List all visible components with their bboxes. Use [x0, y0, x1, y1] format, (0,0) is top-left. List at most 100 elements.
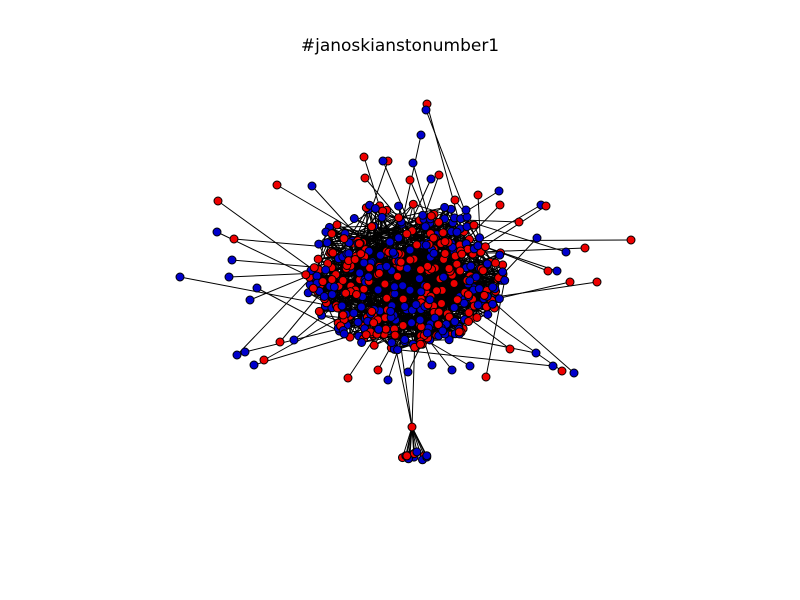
graph-node — [465, 276, 475, 286]
graph-edge — [413, 203, 567, 253]
graph-node — [381, 324, 391, 334]
graph-node — [461, 205, 471, 215]
graph-node — [329, 282, 339, 292]
graph-node — [561, 247, 571, 257]
graph-node — [307, 181, 317, 191]
graph-node — [343, 373, 353, 383]
graph-node — [374, 324, 384, 334]
graph-node — [339, 234, 349, 244]
graph-node — [565, 277, 575, 287]
graph-node — [341, 288, 351, 298]
graph-edge — [263, 313, 347, 361]
graph-node — [452, 227, 462, 237]
graph-node — [449, 303, 459, 312]
graph-node — [360, 173, 370, 183]
graph-node — [275, 337, 285, 347]
graph-node — [339, 329, 349, 339]
graph-node — [338, 276, 348, 285]
graph-node — [414, 274, 424, 284]
graph-edge — [453, 307, 511, 350]
graph-node — [400, 302, 410, 311]
graph-node — [449, 279, 459, 288]
graph-node — [402, 229, 412, 239]
graph-node — [408, 199, 418, 209]
graph-node — [423, 261, 433, 271]
graph-edge — [460, 250, 504, 275]
graph-node — [465, 361, 475, 371]
graph-node — [405, 245, 415, 255]
graph-edge — [391, 134, 422, 271]
graph-node — [425, 295, 435, 305]
graph-node — [374, 268, 384, 278]
graph-node — [421, 105, 431, 115]
graph-node — [427, 360, 437, 370]
graph-node — [382, 293, 392, 303]
graph-node — [289, 335, 299, 345]
graph-node — [327, 229, 337, 239]
graph-node — [541, 201, 551, 211]
graph-node — [488, 282, 498, 292]
graph-node — [388, 247, 398, 257]
graph-edge — [331, 233, 461, 252]
graph-node — [378, 156, 388, 166]
graph-node — [514, 217, 524, 227]
graph-node — [464, 308, 474, 318]
graph-node — [227, 255, 237, 265]
graph-node — [365, 263, 375, 273]
graph-node — [495, 200, 505, 210]
graph-edge — [394, 348, 554, 367]
graph-node — [473, 300, 483, 310]
graph-node — [322, 238, 332, 248]
graph-node — [418, 210, 428, 220]
graph-node — [447, 365, 457, 375]
graph-node — [367, 222, 377, 232]
graph-node — [426, 211, 436, 221]
graph-node — [580, 243, 590, 253]
graph-node — [385, 237, 395, 247]
graph-node — [356, 302, 366, 312]
graph-node — [407, 318, 416, 328]
graph-node — [370, 204, 380, 213]
graph-node — [314, 239, 324, 249]
graph-node — [422, 451, 432, 461]
graph-node — [491, 258, 500, 268]
graph-node — [213, 196, 223, 206]
graph-node — [332, 220, 342, 230]
graph-node — [548, 361, 558, 371]
graph-node — [531, 348, 541, 358]
graph-edge — [382, 160, 429, 267]
graph-node — [175, 272, 185, 282]
graph-node — [483, 310, 493, 319]
graph-node — [380, 279, 390, 289]
graph-node — [532, 233, 542, 243]
graph-edge — [411, 426, 428, 456]
graph-node — [349, 214, 359, 223]
graph-node — [229, 234, 239, 244]
graph-node — [450, 317, 460, 327]
graph-node — [400, 335, 410, 344]
graph-node — [422, 281, 432, 291]
graph-node — [426, 174, 436, 184]
graph-node — [626, 235, 636, 245]
graph-node — [390, 282, 399, 292]
graph-node — [393, 345, 403, 355]
graph-node — [438, 228, 448, 238]
graph-node — [543, 266, 553, 276]
graph-node — [308, 283, 318, 293]
graph-node — [469, 220, 479, 230]
graph-edges — [179, 103, 632, 460]
graph-node — [420, 222, 430, 232]
graph-node — [212, 227, 222, 237]
graph-node — [434, 217, 444, 227]
graph-edge — [399, 339, 413, 428]
graph-node — [359, 284, 369, 294]
graph-node — [412, 240, 422, 250]
graph-node — [440, 237, 450, 247]
graph-node — [369, 340, 379, 350]
graph-node — [338, 310, 348, 320]
graph-node — [416, 130, 426, 140]
graph-node — [429, 248, 439, 258]
graph-node — [439, 272, 448, 282]
graph-node — [475, 233, 485, 243]
graph-node — [438, 326, 448, 336]
